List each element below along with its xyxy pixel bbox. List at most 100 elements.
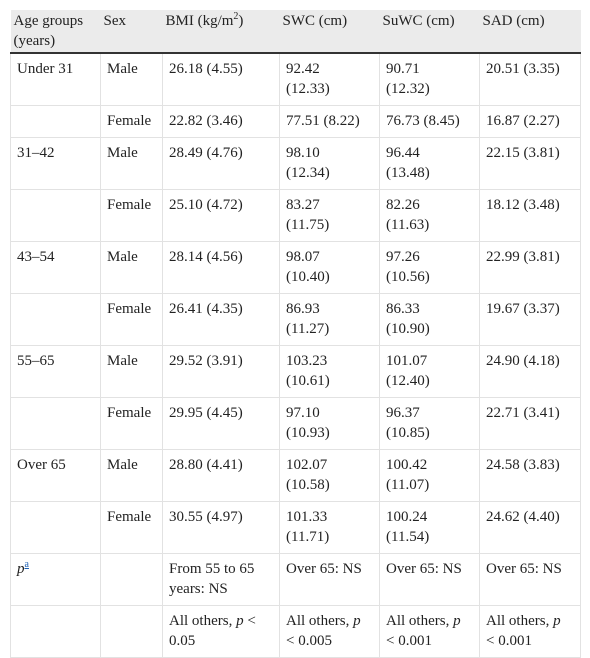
table-cell: pa (10, 553, 101, 606)
table-cell: 77.51 (8.22) (279, 105, 380, 138)
header-cell: Age groups (years) (10, 10, 101, 54)
table-cell: 29.95 (4.45) (162, 397, 280, 450)
table-cell: 86.93 (11.27) (279, 293, 380, 346)
table-cell: Male (100, 52, 163, 106)
table-header: Age groups (years) Sex BMI (kg/m2) SWC (cm)… (10, 10, 581, 54)
table-cell: 101.33 (11.71) (279, 501, 380, 554)
table-cell (10, 501, 101, 554)
table-cell (10, 397, 101, 450)
table-cell (10, 605, 101, 658)
table-cell: 24.90 (4.18) (479, 345, 581, 398)
table-row: 43–54 Male 28.14 (4.56) 98.07 (10.40) 97.26 … (10, 241, 581, 294)
table-cell: Male (100, 241, 163, 294)
table-cell: 28.80 (4.41) (162, 449, 280, 502)
table-row: 31–42 Male 28.49 (4.76) 98.10 (12.34) 96.44 … (10, 137, 581, 190)
table-row: Female 22.82 (3.46) 77.51 (8.22) 76.73 (8.4… (10, 105, 581, 138)
table-cell: 24.62 (4.40) (479, 501, 581, 554)
table-row: Over 65 Male 28.80 (4.41) 102.07 (10.58) 100… (10, 449, 581, 502)
table-cell: 22.99 (3.81) (479, 241, 581, 294)
table-cell: Over 65: NS (379, 553, 480, 606)
table-row: Female 26.41 (4.35) 86.93 (11.27) 86.33 (10… (10, 293, 581, 346)
table-cell: 22.82 (3.46) (162, 105, 280, 138)
table-cell: 19.67 (3.37) (479, 293, 581, 346)
table-cell: All others, p < 0.001 (479, 605, 581, 658)
table-cell: 16.87 (2.27) (479, 105, 581, 138)
text: < 0.05 (169, 613, 256, 649)
table-cell: 92.42 (12.33) (279, 52, 380, 106)
table-cell: 30.55 (4.97) (162, 501, 280, 554)
header-cell: Sex (100, 10, 163, 54)
table-cell: 18.12 (3.48) (479, 189, 581, 242)
table-row: All others, p < 0.05 All others, p < 0.00… (10, 605, 581, 658)
table-cell: All others, p < 0.001 (379, 605, 480, 658)
text: All others, (286, 613, 354, 629)
table-row: Under 31 Male 26.18 (4.55) 92.42 (12.33) 90.… (10, 52, 581, 106)
table-cell: 100.42 (11.07) (379, 449, 480, 502)
superscript[interactable]: a (25, 559, 29, 570)
table-cell: Female (100, 397, 163, 450)
table-cell: 20.51 (3.35) (479, 52, 581, 106)
table-cell: From 55 to 65 years: NS (162, 553, 280, 606)
table-cell: 22.15 (3.81) (479, 137, 581, 190)
text: BMI (kg/m (165, 13, 234, 29)
table-cell (100, 553, 163, 606)
footnote-link[interactable]: a (24, 559, 29, 570)
table-cell: 82.26 (11.63) (379, 189, 480, 242)
table-row: Female 30.55 (4.97) 101.33 (11.71) 100.24 (… (10, 501, 581, 554)
table-cell: 86.33 (10.90) (379, 293, 480, 346)
text: ) (238, 13, 244, 29)
table-row: 55–65 Male 29.52 (3.91) 103.23 (10.61) 101.0… (10, 345, 581, 398)
table-cell (10, 293, 101, 346)
table-cell: Male (100, 345, 163, 398)
text: All others, (169, 613, 237, 629)
table-cell: 24.58 (3.83) (479, 449, 581, 502)
table-cell: Over 65: NS (279, 553, 380, 606)
table-cell: 103.23 (10.61) (279, 345, 380, 398)
table-cell: 29.52 (3.91) (162, 345, 280, 398)
table-cell: All others, p < 0.05 (162, 605, 280, 658)
table-cell: 28.49 (4.76) (162, 137, 280, 190)
table-cell: 96.44 (13.48) (379, 137, 480, 190)
text: < 0.001 (386, 633, 432, 649)
table-cell: 26.41 (4.35) (162, 293, 280, 346)
table-cell: Female (100, 189, 163, 242)
table-cell: Male (100, 449, 163, 502)
table-cell: 100.24 (11.54) (379, 501, 480, 554)
table-cell: Female (100, 105, 163, 138)
header-row: Age groups (years) Sex BMI (kg/m2) SWC (cm)… (10, 10, 581, 54)
table-cell: 28.14 (4.56) (162, 241, 280, 294)
table-cell: 83.27 (11.75) (279, 189, 380, 242)
text: < 0.005 (286, 633, 332, 649)
table-body: Under 31 Male 26.18 (4.55) 92.42 (12.33) 90.… (10, 52, 581, 658)
header-cell: SuWC (cm) (379, 10, 480, 54)
table-row: pa From 55 to 65 years: NS Over 65: NS Over… (10, 553, 581, 606)
table-cell: 102.07 (10.58) (279, 449, 380, 502)
text: All others, (486, 613, 554, 629)
table-row: Female 25.10 (4.72) 83.27 (11.75) 82.26 (11… (10, 189, 581, 242)
table-row: Female 29.95 (4.45) 97.10 (10.93) 96.37 (10… (10, 397, 581, 450)
table-cell: 96.37 (10.85) (379, 397, 480, 450)
italic-text: p (17, 561, 25, 577)
table-cell: Under 31 (10, 52, 101, 106)
header-cell: SWC (cm) (279, 10, 380, 54)
table-cell: 76.73 (8.45) (379, 105, 480, 138)
italic-text: p (236, 613, 244, 629)
table-cell: 26.18 (4.55) (162, 52, 280, 106)
table-cell: 98.10 (12.34) (279, 137, 380, 190)
italic-text: p (453, 613, 461, 629)
table-cell (100, 605, 163, 658)
text: < 0.001 (486, 633, 532, 649)
table-cell: Female (100, 501, 163, 554)
table-cell: Over 65 (10, 449, 101, 502)
table-cell (10, 189, 101, 242)
table-cell: 101.07 (12.40) (379, 345, 480, 398)
table-cell: 90.71 (12.32) (379, 52, 480, 106)
table-cell: 98.07 (10.40) (279, 241, 380, 294)
table-cell: 97.26 (10.56) (379, 241, 480, 294)
italic-text: p (553, 613, 561, 629)
text: All others, (386, 613, 454, 629)
italic-text: p (353, 613, 361, 629)
table-cell: 31–42 (10, 137, 101, 190)
header-cell: BMI (kg/m2) (162, 10, 280, 54)
